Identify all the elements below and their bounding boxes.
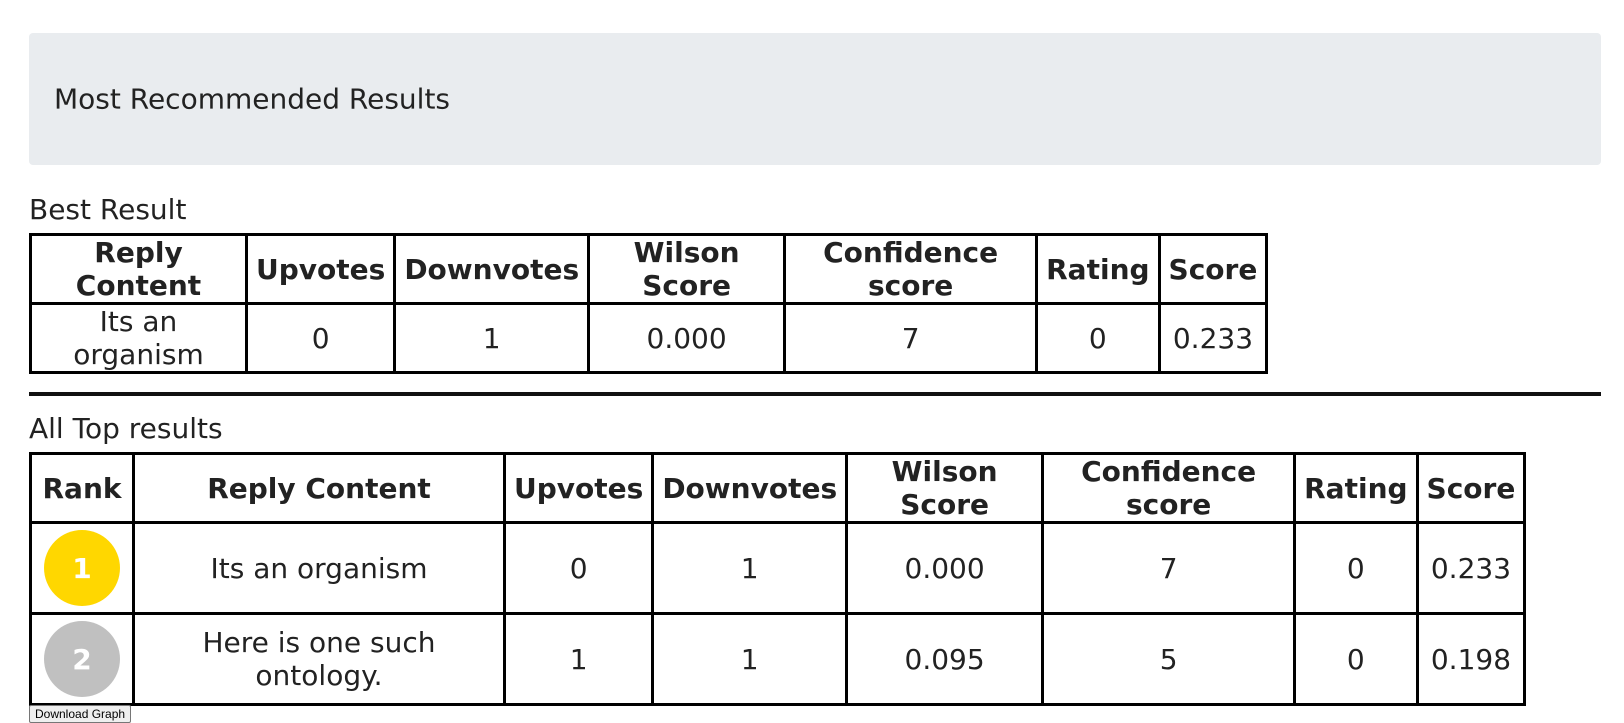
column-header-upvotes: Upvotes [244, 233, 397, 305]
column-header-score: Score [1157, 233, 1269, 305]
all-top-results-title: All Top results [29, 412, 223, 445]
cell-score: 0.233 [1157, 302, 1269, 374]
cell-upvotes: 0 [502, 521, 655, 615]
column-header-reply-content: Reply Content [132, 452, 506, 524]
column-header-confidence-score: Confidence score [783, 233, 1039, 305]
column-header-upvotes: Upvotes [502, 452, 655, 524]
cell-reply-content: Here is one such ontology. [132, 612, 506, 706]
cell-rank: 2 [29, 612, 135, 706]
column-header-rating: Rating [1035, 233, 1161, 305]
column-header-rank: Rank [29, 452, 135, 524]
cell-downvotes: 1 [651, 612, 849, 706]
cell-wilson-score: 0.000 [587, 302, 787, 374]
cell-downvotes: 1 [393, 302, 591, 374]
column-header-downvotes: Downvotes [393, 233, 591, 305]
cell-confidence-score: 5 [1041, 612, 1297, 706]
cell-wilson-score: 0.095 [845, 612, 1045, 706]
cell-reply-content: Its an organism [132, 521, 506, 615]
column-header-reply-content: Reply Content [29, 233, 248, 305]
column-header-confidence-score: Confidence score [1041, 452, 1297, 524]
column-header-rating: Rating [1293, 452, 1419, 524]
cell-rating: 0 [1293, 612, 1419, 706]
cell-score: 0.198 [1415, 612, 1527, 706]
best-result-title: Best Result [29, 193, 187, 226]
page-title: Most Recommended Results [54, 82, 451, 116]
column-header-downvotes: Downvotes [651, 452, 849, 524]
rank-badge-gold: 1 [44, 530, 120, 606]
cell-rating: 0 [1293, 521, 1419, 615]
best-result-table: Reply Content Upvotes Downvotes Wilson S… [29, 233, 1269, 374]
section-divider [29, 392, 1601, 396]
table-row: Its an organism 0 1 0.000 7 0 0.233 [29, 302, 1269, 374]
cell-rating: 0 [1035, 302, 1161, 374]
results-header-panel: Most Recommended Results [29, 33, 1601, 165]
cell-upvotes: 1 [502, 612, 655, 706]
column-header-score: Score [1415, 452, 1527, 524]
cell-confidence-score: 7 [1041, 521, 1297, 615]
table-row: 1 Its an organism 0 1 0.000 7 0 0.233 [29, 521, 1527, 615]
all-top-results-table: Rank Reply Content Upvotes Downvotes Wil… [29, 452, 1527, 706]
table-header-row: Rank Reply Content Upvotes Downvotes Wil… [29, 452, 1527, 524]
column-header-wilson-score: Wilson Score [845, 452, 1045, 524]
table-row: 2 Here is one such ontology. 1 1 0.095 5… [29, 612, 1527, 706]
download-graph-button[interactable]: Download Graph [29, 705, 132, 723]
cell-upvotes: 0 [244, 302, 397, 374]
cell-wilson-score: 0.000 [845, 521, 1045, 615]
table-header-row: Reply Content Upvotes Downvotes Wilson S… [29, 233, 1269, 305]
cell-downvotes: 1 [651, 521, 849, 615]
cell-confidence-score: 7 [783, 302, 1039, 374]
cell-score: 0.233 [1415, 521, 1527, 615]
column-header-wilson-score: Wilson Score [587, 233, 787, 305]
cell-reply-content: Its an organism [29, 302, 248, 374]
cell-rank: 1 [29, 521, 135, 615]
rank-badge-silver: 2 [44, 621, 120, 697]
